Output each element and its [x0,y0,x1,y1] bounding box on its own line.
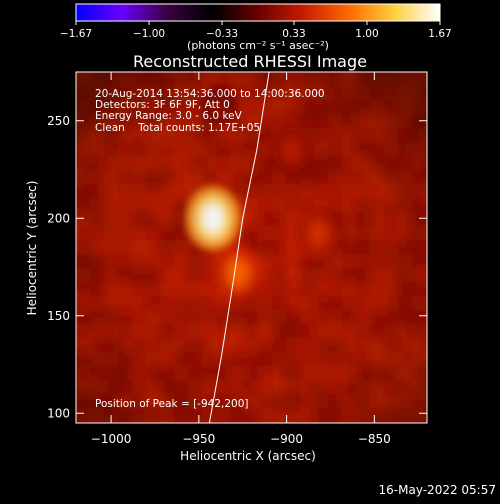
y-axis-label: Heliocentric Y (arcsec) [25,181,39,316]
x-tick-label: −900 [270,432,303,446]
image-vignette [76,72,427,423]
y-tick-label: 250 [47,114,70,128]
info-line-energy: Energy Range: 3.0 - 6.0 keV [95,110,243,122]
image-area [76,72,427,423]
info-line-time: 20-Aug-2014 13:54:36.000 to 14:00:36.000 [95,88,325,100]
plot-frame [75,71,428,424]
solar-limb-line [208,72,270,423]
x-tick-label: −1000 [91,432,132,446]
y-tick-label: 100 [47,406,70,420]
colorbar: −1.67 −1.00 −0.33 0.33 1.00 1.67 (photons cm⁻… [60,3,452,52]
info-line-detectors: Detectors: 3F 6F 9F, Att 0 [95,99,230,111]
y-tick-label: 150 [47,309,70,323]
colorbar-tick-label: 0.33 [282,28,305,40]
colorbar-units-label: (photons cm⁻² s⁻¹ asec⁻²) [187,39,329,52]
x-tick-label: −850 [358,432,391,446]
date-stamp: 16-May-2022 05:57 [379,483,496,497]
y-tick-label: 200 [47,211,70,225]
colorbar-tick-label: −1.00 [133,28,165,40]
info-line-clean: Clean Total counts: 1.17E+05 [95,122,260,134]
colorbar-tick-label: 1.67 [428,28,451,40]
info-block: 20-Aug-2014 13:54:36.000 to 14:00:36.000… [95,88,325,134]
colorbar-tick-label: 1.00 [355,28,378,40]
colorbar-tick-label: −1.67 [60,28,92,40]
peak-position-label: Position of Peak = [-942,200] [95,398,249,410]
colorbar-ticks: −1.67 −1.00 −0.33 0.33 1.00 1.67 [60,21,452,40]
axis-ticks: −1000 −950 −900 −850 250 200 150 100 [47,72,427,446]
chart-title: Reconstructed RHESSI Image [133,52,367,71]
colorbar-gradient [75,3,441,22]
x-axis-label: Heliocentric X (arcsec) [180,449,316,463]
colorbar-tick-label: −0.33 [206,28,238,40]
x-tick-label: −950 [182,432,215,446]
